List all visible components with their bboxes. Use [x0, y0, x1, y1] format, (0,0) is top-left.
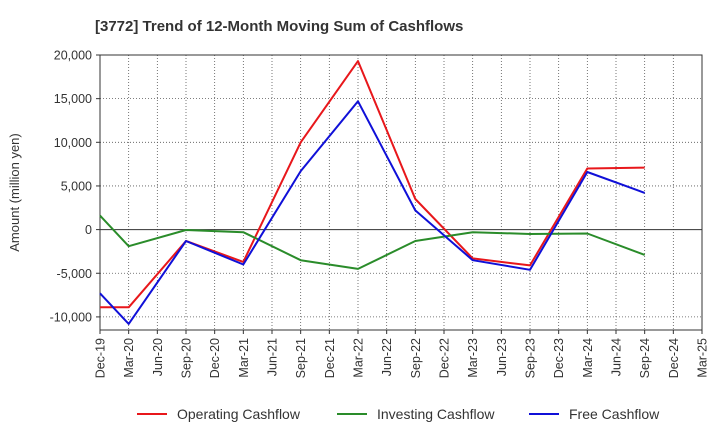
grid-lines: [99, 54, 703, 330]
plot-border: [99, 54, 703, 331]
x-tick-label: Dec-24: [667, 338, 681, 378]
x-tick-label: Dec-19: [94, 338, 108, 378]
x-tick-label: Mar-25: [696, 338, 710, 378]
x-tick-label: Jun-22: [380, 338, 394, 376]
x-tick-label: Jun-24: [610, 338, 624, 376]
y-tick-label: 15,000: [54, 92, 92, 106]
x-tick-label: Mar-21: [237, 338, 251, 378]
y-tick-label: 10,000: [54, 136, 92, 150]
x-tick-label: Jun-23: [495, 338, 509, 376]
y-tick-label: -5,000: [57, 267, 92, 281]
y-tick-label: 0: [85, 223, 92, 237]
legend: Operating Cashflow Investing Cashflow Free…: [137, 406, 660, 422]
y-tick-label: 5,000: [61, 179, 92, 193]
x-tick-label: Mar-20: [122, 338, 136, 378]
x-tick-label: Mar-22: [352, 338, 366, 378]
x-tick-label: Sep-20: [180, 338, 194, 378]
axes: 20,00015,00010,0005,0000-5,000-10,000Dec…: [7, 49, 710, 379]
x-tick-label: Mar-24: [581, 338, 595, 378]
x-tick-label: Dec-21: [323, 338, 337, 378]
x-tick-label: Mar-23: [466, 338, 480, 378]
y-axis-label: Amount (million yen): [7, 133, 22, 252]
x-tick-label: Dec-22: [438, 338, 452, 378]
legend-label: Operating Cashflow: [177, 406, 301, 422]
x-tick-label: Sep-21: [294, 338, 308, 378]
series-lines: [99, 60, 646, 325]
x-tick-label: Sep-24: [638, 338, 652, 378]
legend-label: Free Cashflow: [569, 406, 660, 422]
y-tick-label: 20,000: [54, 49, 92, 63]
plot-area: [100, 55, 702, 330]
x-tick-label: Sep-23: [524, 338, 538, 378]
x-tick-label: Jun-20: [151, 338, 165, 376]
x-tick-label: Dec-20: [208, 338, 222, 378]
series-line: [99, 214, 646, 270]
x-tick-label: Jun-21: [266, 338, 280, 376]
y-tick-label: -10,000: [50, 310, 92, 324]
x-tick-label: Dec-23: [552, 338, 566, 378]
chart-title: [3772] Trend of 12-Month Moving Sum of C…: [95, 18, 463, 35]
legend-label: Investing Cashflow: [377, 406, 495, 422]
x-tick-label: Sep-22: [409, 338, 423, 378]
series-line: [99, 100, 646, 325]
